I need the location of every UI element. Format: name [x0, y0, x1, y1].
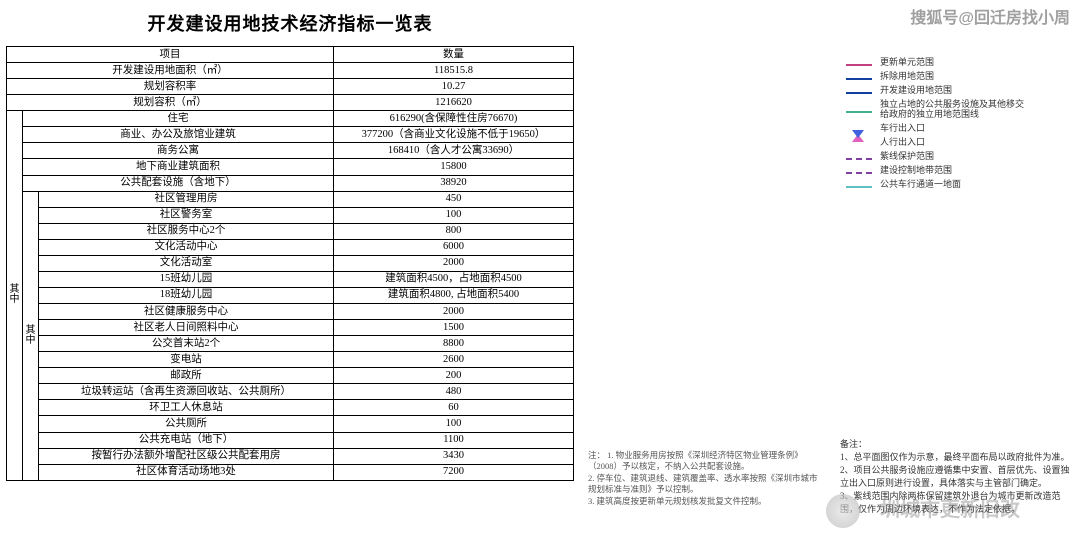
table-row: 公共充电站（地下）: [39, 432, 334, 448]
indicator-table: 项目 数量 开发建设用地面积（㎡）118515.8 规划容积率10.27 规划容…: [6, 46, 574, 481]
legend-item: 更新单元范围: [846, 58, 1030, 68]
table-row: 文化活动中心: [39, 239, 334, 255]
legend-label: 人行出入口: [880, 138, 925, 148]
header-item: 项目: [7, 47, 334, 63]
table-row: 公交首末站2个: [39, 336, 334, 352]
legend-swatch-icon: [846, 180, 872, 190]
group-label-inner: 其中: [23, 191, 39, 480]
footnotes-middle: 注： 1. 物业服务用房按照《深圳经济特区物业管理条例》（2008）予以核定，不…: [588, 450, 818, 507]
table-row: 规划容积（㎡）: [7, 95, 334, 111]
legend-swatch-icon: [846, 152, 872, 162]
legend-item: 拆除用地范围: [846, 72, 1030, 82]
table-row: 文化活动室: [39, 255, 334, 271]
legend-swatch-icon: [846, 72, 872, 82]
table-row: 垃圾转运站（含再生资源回收站、公共厕所）: [39, 384, 334, 400]
table-row: 18班幼儿园: [39, 287, 334, 303]
table-row: 公共厕所: [39, 416, 334, 432]
legend-label: 拆除用地范围: [880, 72, 934, 82]
table-row: 社区老人日间照料中心: [39, 320, 334, 336]
legend-label: 公共车行通道一地面: [880, 180, 961, 190]
legend-item: 紫线保护范围: [846, 152, 1030, 162]
table-row: 社区健康服务中心: [39, 304, 334, 320]
table-row: 变电站: [39, 352, 334, 368]
legend-item: 独立占地的公共服务设施及其他移交给政府的独立用地范围线: [846, 100, 1030, 120]
legend-label: 开发建设用地范围: [880, 86, 952, 96]
table-row: 商业、办公及旅馆业建筑: [23, 127, 334, 143]
table-row: 环卫工人休息站: [39, 400, 334, 416]
table-row: 商务公寓: [23, 143, 334, 159]
legend-label: 建设控制地带范围: [880, 166, 952, 176]
watermark-top-right: 搜狐号@回迁房找小周: [910, 4, 1070, 28]
legend-item: 车行出入口: [846, 124, 1030, 134]
table-row: 社区体育活动场地3处: [39, 464, 334, 480]
legend-item: 开发建设用地范围: [846, 86, 1030, 96]
table-row: 规划容积率: [7, 79, 334, 95]
legend-swatch-icon: [846, 86, 872, 96]
legend-label: 更新单元范围: [880, 58, 934, 68]
legend-swatch-icon: [846, 58, 872, 68]
legend-swatch-icon: [846, 138, 872, 148]
legend-label: 车行出入口: [880, 124, 925, 134]
watermark-avatar-icon: [826, 494, 860, 528]
table-row: 地下商业建筑面积: [23, 159, 334, 175]
legend-item: 人行出入口: [846, 138, 1030, 148]
legend-label: 独立占地的公共服务设施及其他移交给政府的独立用地范围线: [880, 100, 1030, 120]
watermark-bottom-right: 圳城市更新旧改: [880, 493, 1020, 522]
table-row: 社区警务室: [39, 207, 334, 223]
table-row: 社区管理用房: [39, 191, 334, 207]
table-row: 15班幼儿园: [39, 271, 334, 287]
table-row: 住宅: [23, 111, 334, 127]
table-row: 公共配套设施（含地下）: [23, 175, 334, 191]
header-qty: 数量: [334, 47, 574, 63]
legend: 更新单元范围拆除用地范围开发建设用地范围独立占地的公共服务设施及其他移交给政府的…: [846, 58, 1030, 194]
table-row: 邮政所: [39, 368, 334, 384]
table-row: 社区服务中心2个: [39, 223, 334, 239]
legend-label: 紫线保护范围: [880, 152, 934, 162]
legend-item: 公共车行通道一地面: [846, 180, 1030, 190]
table-row: 开发建设用地面积（㎡）: [7, 63, 334, 79]
group-label-outer: 其中: [7, 111, 23, 480]
legend-swatch-icon: [846, 166, 872, 176]
legend-swatch-icon: [846, 105, 872, 115]
legend-item: 建设控制地带范围: [846, 166, 1030, 176]
page-title: 开发建设用地技术经济指标一览表: [6, 4, 574, 46]
table-row: 按暂行办法额外增配社区级公共配套用房: [39, 448, 334, 464]
